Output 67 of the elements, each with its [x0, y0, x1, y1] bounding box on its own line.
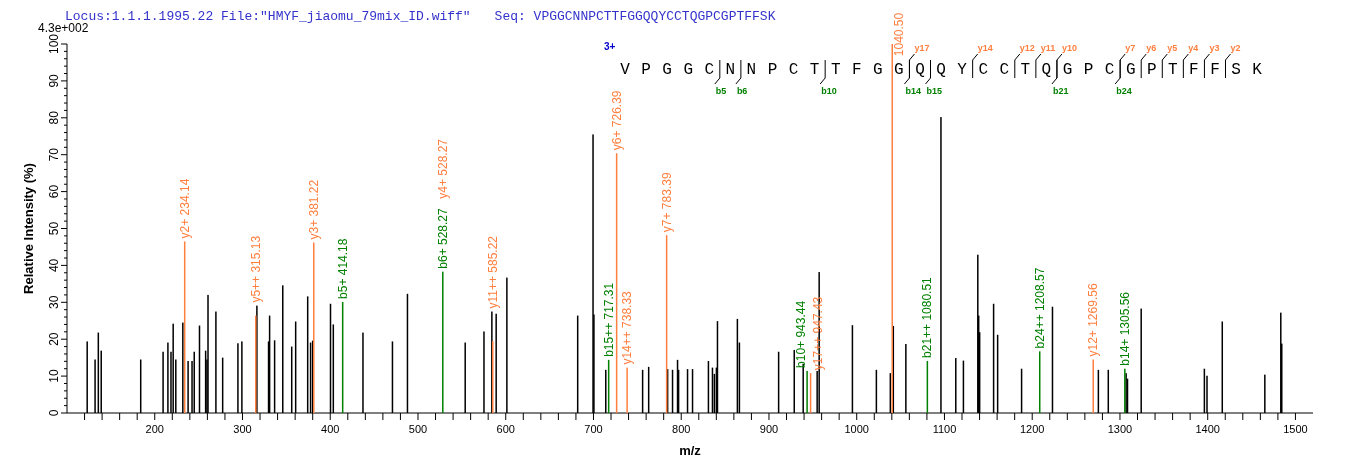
- annotation: y7: [1125, 43, 1136, 53]
- annotation: b14: [905, 86, 921, 96]
- x-tick-label: 900: [759, 423, 779, 435]
- annotation: b21: [1052, 86, 1069, 96]
- annotation: y4+ 528.27: [435, 138, 450, 199]
- annotation: y11: [1040, 43, 1056, 53]
- annotation: y3: [1209, 43, 1220, 53]
- annotation: b14+ 1305.56: [1117, 291, 1132, 366]
- annotation: b5: [715, 86, 727, 96]
- x-tick-label: 1400: [1195, 423, 1220, 435]
- y-tick-label: 30: [47, 295, 61, 309]
- annotation: y6: [1146, 43, 1157, 53]
- x-tick-label: 1100: [932, 423, 957, 435]
- y-tick-label: 100: [47, 33, 61, 55]
- y-tick-label: 70: [47, 147, 61, 162]
- y-tick-label: 40: [47, 258, 61, 273]
- annotation: y17++ 947.43: [810, 296, 825, 371]
- chart-subtitle: Seq: VPGGCNNPCTTFGGQQYCCTQGPCGPTFFSK: [494, 9, 776, 24]
- annotation: y12+ 1269.56: [1086, 283, 1101, 357]
- annotation: 1040.50: [892, 12, 907, 57]
- x-tick-label: 1300: [1107, 423, 1133, 435]
- annotation: y10: [1061, 43, 1077, 53]
- y-tick-label: 0: [47, 409, 61, 417]
- annotation: b5+ 414.18: [335, 238, 350, 299]
- annotation: y14: [977, 43, 993, 53]
- text: 4.3e+002: [38, 21, 89, 35]
- annotation: 3+: [604, 41, 616, 52]
- x-tick-label: 700: [584, 423, 603, 435]
- y-axis-title: Relative Intensity (%): [21, 163, 36, 294]
- annotation: y7+ 783.39: [659, 172, 674, 233]
- annotation: b24: [1116, 86, 1132, 96]
- annotation: y5: [1167, 43, 1178, 53]
- x-tick-label: 1000: [844, 423, 869, 435]
- y-tick-label: 90: [47, 73, 61, 88]
- x-tick-label: 300: [233, 423, 252, 435]
- x-tick-label: 1500: [1283, 423, 1308, 435]
- annotation: b24++ 1208.57: [1032, 267, 1047, 349]
- y-tick-label: 80: [47, 110, 61, 125]
- annotation: y5++ 315.13: [248, 235, 263, 303]
- annotation: b6+ 528.27: [435, 207, 450, 269]
- y-tick-label: 60: [47, 184, 61, 199]
- x-tick-label: 600: [496, 423, 515, 435]
- annotation: b6: [736, 86, 748, 96]
- x-tick-label: 400: [321, 423, 340, 435]
- annotation: y2: [1230, 43, 1241, 53]
- y-tick-label: 20: [47, 332, 61, 346]
- annotation: y12: [1019, 43, 1035, 53]
- annotation: y2+ 234.14: [177, 178, 192, 239]
- annotation: b10: [821, 86, 837, 96]
- x-tick-label: 200: [145, 423, 164, 435]
- annotation: y6+ 726.39: [609, 90, 624, 151]
- chart-title: Locus:1.1.1.1995.22 File:"HMYF_jiaomu_79mix_ID.wiff": [65, 9, 471, 24]
- y-tick-label: 10: [47, 369, 61, 383]
- x-axis-title: m/z: [679, 443, 702, 458]
- annotation: b21++ 1080.51: [920, 276, 935, 358]
- x-tick-label: 800: [672, 423, 691, 435]
- annotation: y4: [1188, 43, 1199, 53]
- annotation: y3+ 381.22: [306, 179, 321, 240]
- x-tick-label: 1200: [1019, 423, 1045, 435]
- annotation: b15: [926, 86, 943, 96]
- annotation: b10+ 943.44: [794, 300, 809, 368]
- annotation: y11++ 585.22: [485, 235, 500, 309]
- annotation: y17: [914, 43, 930, 53]
- annotation: y14++ 738.33: [620, 290, 635, 365]
- annotation: b15++ 717.31: [601, 282, 616, 357]
- y-tick-label: 50: [47, 221, 61, 236]
- x-tick-label: 500: [408, 423, 428, 435]
